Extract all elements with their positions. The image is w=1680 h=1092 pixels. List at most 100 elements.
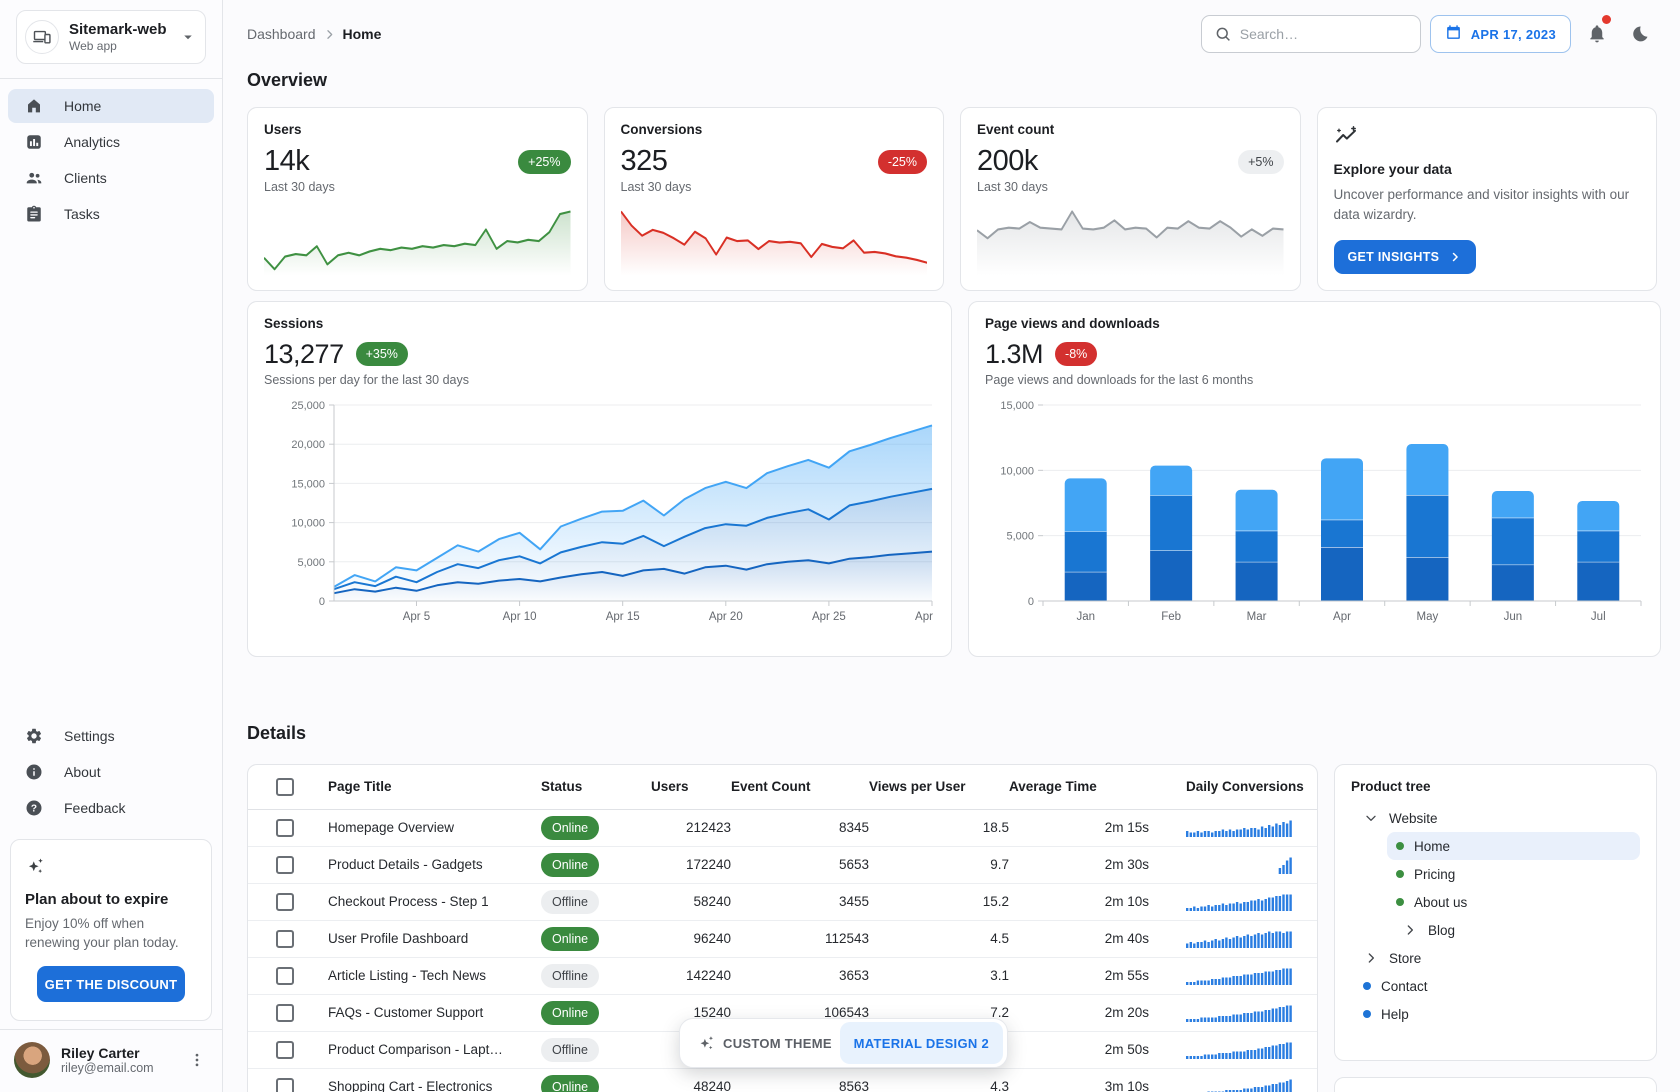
theme-option-custom-label: CUSTOM THEME — [723, 1035, 832, 1051]
sidebar-item-label: Analytics — [64, 134, 121, 150]
date-picker-button[interactable]: APR 17, 2023 — [1429, 15, 1571, 53]
sidebar-item-label: Clients — [64, 170, 107, 186]
column-header-average-time[interactable]: Average Time — [1009, 765, 1149, 810]
svg-text:Jun: Jun — [1504, 611, 1523, 623]
sidebar: Sitemark-web Web app Home Analytics Client… — [0, 0, 223, 1092]
insights-icon — [1334, 124, 1358, 148]
notifications-button[interactable] — [1580, 15, 1614, 51]
row-checkbox[interactable] — [276, 929, 294, 948]
plan-card-body: Enjoy 10% off when renewing your plan to… — [25, 915, 179, 951]
status-badge: Online — [541, 1074, 600, 1092]
app-name: Sitemark-web — [69, 21, 167, 39]
sidebar-item-analytics[interactable]: Analytics — [8, 125, 214, 159]
cell-page-title: FAQs - Customer Support — [312, 994, 525, 1032]
get-insights-button[interactable]: GET INSIGHTS — [1333, 239, 1477, 274]
row-checkbox-cell — [248, 846, 312, 884]
tree-item-website[interactable]: Website — [1351, 804, 1640, 832]
row-checkbox[interactable] — [276, 818, 294, 837]
tree-item-help[interactable]: Help — [1351, 1000, 1640, 1028]
row-checkbox-cell — [248, 920, 312, 958]
tree-item-home[interactable]: Home — [1387, 832, 1640, 860]
tree-item-blog[interactable]: Blog — [1387, 916, 1640, 944]
tasks-icon — [25, 205, 43, 223]
row-checkbox[interactable] — [276, 966, 294, 985]
sessions-chart-title: Sessions — [264, 316, 324, 331]
row-checkbox[interactable] — [276, 1003, 294, 1022]
more-vert-icon[interactable] — [184, 1047, 210, 1073]
sidebar-item-label: Tasks — [64, 206, 100, 222]
select-all-checkbox[interactable] — [276, 777, 294, 796]
cell-views-per-user: 18.5 — [869, 809, 1009, 847]
column-header-daily-conversions[interactable]: Daily Conversions — [1149, 765, 1317, 810]
cell-average-time: 2m 10s — [1009, 883, 1149, 921]
svg-text:May: May — [1417, 611, 1439, 623]
svg-text:Apr 5: Apr 5 — [403, 611, 431, 623]
column-header-status[interactable]: Status — [525, 765, 651, 810]
cell-users: 142240 — [651, 957, 731, 995]
search-input[interactable] — [1239, 26, 1421, 42]
cell-users: 58240 — [651, 883, 731, 921]
cell-page-title: User Profile Dashboard — [312, 920, 525, 958]
dark-mode-toggle[interactable] — [1623, 17, 1657, 51]
product-tree-title: Product tree — [1351, 779, 1431, 794]
sidebar-item-settings[interactable]: Settings — [8, 719, 214, 753]
row-checkbox[interactable] — [276, 855, 294, 874]
user-email: riley@email.com — [61, 1061, 154, 1075]
sessions-badge: +35% — [355, 342, 408, 366]
sidebar-item-feedback[interactable]: ? Feedback — [8, 791, 214, 825]
cell-daily-conversions — [1149, 957, 1317, 995]
header: Dashboard Home APR 17, 2023 — [247, 14, 1657, 54]
tree-item-store[interactable]: Store — [1351, 944, 1640, 972]
svg-text:Apr: Apr — [1333, 611, 1351, 623]
row-checkbox[interactable] — [276, 892, 294, 911]
row-checkbox[interactable] — [276, 1040, 294, 1059]
tree-item-label: Home — [1414, 838, 1451, 854]
details-row: Page Title Status Users Event Count Views pe… — [247, 764, 1657, 1092]
pageviews-bar-chart: 0 5,000 10,000 15,000 Jan Feb Mar Apr May Jun Jul — [985, 399, 1644, 642]
cell-page-title: Product Details - Gadgets — [312, 846, 525, 884]
svg-text:Apr 30: Apr 30 — [915, 611, 935, 623]
stat-card-badge: +25% — [518, 149, 571, 174]
cell-daily-conversions — [1149, 1031, 1317, 1069]
header-actions: APR 17, 2023 — [1200, 15, 1657, 53]
details-title: Details — [247, 723, 307, 743]
column-header-event-count[interactable]: Event Count — [731, 765, 869, 810]
pageviews-value: 1.3M — [985, 338, 1044, 369]
cell-views-per-user: 4.5 — [869, 920, 1009, 958]
partially-visible-card — [1334, 1077, 1657, 1092]
column-header-page-title[interactable]: Page Title — [312, 765, 525, 810]
sidebar-item-about[interactable]: About — [8, 755, 214, 789]
cell-event-count: 8345 — [731, 809, 869, 847]
tree-item-label: Help — [1381, 1006, 1409, 1022]
stat-card-title: Conversions — [620, 122, 703, 137]
tree-item-about-us[interactable]: About us — [1387, 888, 1640, 916]
svg-text:25,000: 25,000 — [291, 400, 325, 412]
avatar — [14, 1042, 50, 1078]
sidebar-item-tasks[interactable]: Tasks — [8, 197, 214, 231]
insight-card: Explore your data Uncover performance an… — [1316, 107, 1657, 291]
row-checkbox-cell — [248, 1031, 312, 1069]
column-header-views-per-user[interactable]: Views per User — [869, 765, 1009, 810]
svg-text:Mar: Mar — [1247, 611, 1267, 623]
tree-item-contact[interactable]: Contact — [1351, 972, 1640, 1000]
cell-average-time: 2m 55s — [1009, 957, 1149, 995]
cell-users: 172240 — [651, 846, 731, 884]
cell-event-count: 3653 — [731, 957, 869, 995]
get-discount-button[interactable]: GET THE DISCOUNT — [37, 966, 185, 1002]
theme-option-custom[interactable]: CUSTOM THEME — [680, 1034, 840, 1052]
stat-card-caption: Last 30 days — [977, 180, 1048, 194]
tree-item-pricing[interactable]: Pricing — [1387, 860, 1640, 888]
sidebar-item-clients[interactable]: Clients — [8, 161, 214, 195]
cell-users: 96240 — [651, 920, 731, 958]
row-checkbox[interactable] — [276, 1077, 294, 1092]
sidebar-item-home[interactable]: Home — [8, 89, 214, 123]
stat-card-users: Users 14k +25% Last 30 days — [247, 107, 588, 291]
cell-average-time: 2m 40s — [1009, 920, 1149, 958]
column-header-users[interactable]: Users — [651, 765, 731, 810]
theme-option-material-design-2[interactable]: MATERIAL DESIGN 2 — [839, 1022, 1003, 1064]
workspace-selector[interactable]: Sitemark-web Web app — [16, 10, 206, 64]
cell-daily-conversions — [1149, 846, 1317, 884]
breadcrumb-dashboard[interactable]: Dashboard — [247, 26, 316, 42]
bell-icon — [1587, 24, 1607, 44]
cell-daily-conversions — [1149, 1068, 1317, 1092]
